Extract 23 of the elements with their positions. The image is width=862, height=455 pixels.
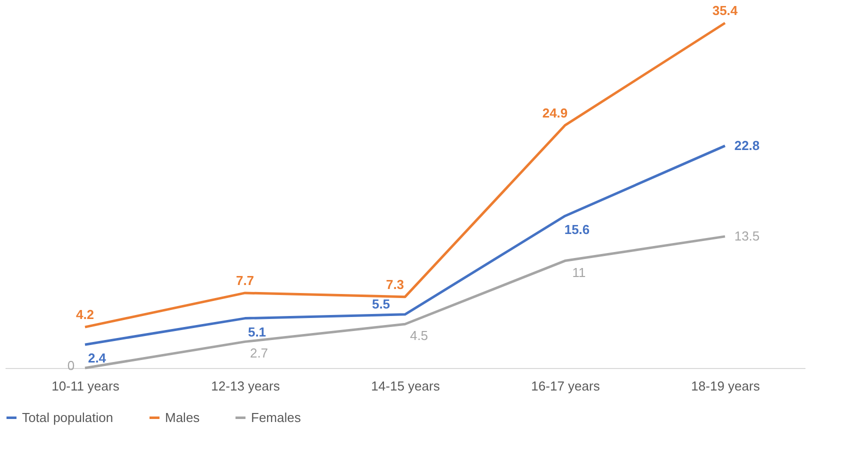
data-label: 11: [572, 264, 586, 280]
data-label: 35.4: [712, 3, 738, 18]
x-tick-label: 18-19 years: [691, 378, 760, 394]
data-label: 22.8: [734, 138, 760, 153]
data-label: 0: [67, 358, 75, 373]
x-tick-label: 14-15 years: [371, 378, 440, 394]
data-label: 5.1: [248, 324, 266, 340]
data-label: 4.5: [410, 328, 428, 344]
data-label: 2.7: [250, 346, 268, 361]
data-label: 4.2: [76, 307, 94, 322]
legend-label: Total population: [22, 410, 114, 425]
legend-label: Females: [251, 410, 302, 425]
data-label: 7.3: [386, 276, 404, 292]
x-tick-label: 12-13 years: [211, 378, 280, 394]
data-label: 13.5: [734, 228, 760, 244]
x-tick-label: 16-17 years: [531, 378, 600, 394]
data-label: 7.7: [236, 272, 254, 288]
data-label: 2.4: [88, 350, 107, 366]
legend-label: Males: [165, 410, 200, 425]
data-label: 5.5: [372, 296, 390, 312]
x-tick-label: 10-11 years: [52, 378, 120, 394]
data-label: 15.6: [564, 222, 590, 237]
data-label: 24.9: [542, 105, 568, 120]
